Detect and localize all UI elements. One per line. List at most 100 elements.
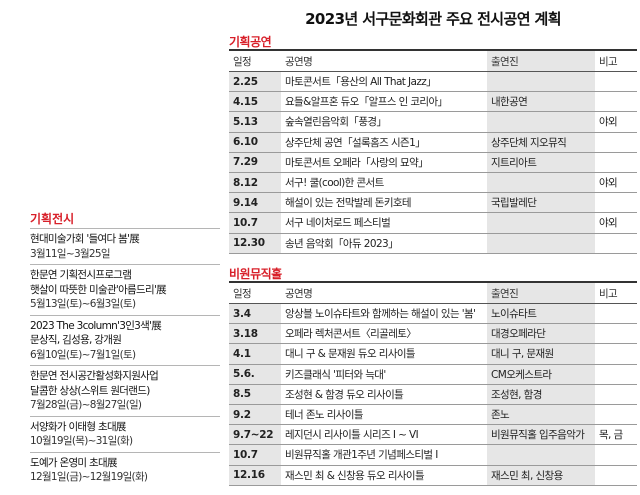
- row-note: [595, 323, 637, 345]
- page-title: 2023년 서구문화회관 주요 전시공연 계획: [305, 10, 561, 28]
- row-note: [595, 152, 637, 173]
- row-title: 숲속열린음악회「풍경」: [281, 111, 487, 133]
- exhibition-title-line: 도예가 온영미 초대展: [30, 456, 117, 469]
- virwon-header-row: 일정 공연명 출연진 비고: [229, 283, 637, 304]
- row-date: 10.7: [229, 444, 281, 466]
- exhibition-title-line: 햇살이 따뜻한 미술관'아름드리'展: [30, 283, 167, 296]
- row-performer: [487, 212, 595, 234]
- exhibition-dates: 3월11일~3월25일: [30, 247, 111, 260]
- row-date: 2.25: [229, 71, 281, 93]
- exhibition-item: 현대미술가회 '들여다 봄'展 3월11일~3월25일: [30, 228, 220, 264]
- row-note: [595, 91, 637, 113]
- row-note: [595, 364, 637, 385]
- header-performer: 출연진: [487, 51, 595, 72]
- row-title: 레지던시 리사이틀 시리즈 Ⅰ ~ Ⅵ: [281, 424, 487, 446]
- row-performer: 상주단체 지오뮤직: [487, 132, 595, 153]
- row-performer: 재스민 최, 신창용: [487, 465, 595, 486]
- row-date: 9.14: [229, 192, 281, 214]
- row-note: [595, 465, 637, 486]
- header-name: 공연명: [281, 283, 487, 304]
- row-title: 서구! 쿨(cool)한 콘서트: [281, 172, 487, 194]
- row-title: 상주단체 공연「설록홈즈 시즌1」: [281, 132, 487, 153]
- exhibition-dates: 10월19일(목)~31일(화): [30, 435, 133, 447]
- virwon-table: 일정 공연명 출연진 비고 3.4 앙상블 노이슈타트와 함께하는 해설이 있는 …: [229, 283, 637, 486]
- row-date: 12.30: [229, 233, 281, 254]
- exhibitions-title: 기획전시: [30, 212, 75, 226]
- table-row: 9.2 테너 존노 리사이틀 존노: [229, 404, 637, 426]
- row-performer: [487, 233, 595, 254]
- table-row: 5.13 숲속열린음악회「풍경」 야외: [229, 111, 637, 133]
- row-title: 송년 음악회「아듀 2023」: [281, 233, 487, 254]
- row-note: 목, 금: [595, 424, 637, 446]
- table-row: 8.5 조성현 & 함경 듀오 리사이틀 조성현, 함경: [229, 384, 637, 405]
- header-note: 비고: [595, 283, 637, 304]
- row-note: [595, 71, 637, 93]
- row-performer: 노이슈타트: [487, 303, 595, 325]
- row-title: 마토콘서트「용산의 All That Jazz」: [281, 71, 487, 93]
- row-date: 7.29: [229, 152, 281, 173]
- row-date: 4.1: [229, 343, 281, 365]
- row-date: 6.10: [229, 132, 281, 153]
- row-date: 12.16: [229, 465, 281, 486]
- row-performer: 지트리아트: [487, 152, 595, 173]
- row-date: 8.12: [229, 172, 281, 194]
- row-note: [595, 192, 637, 214]
- table-row: 4.15 요들&알프혼 듀오「알프스 인 코리아」 내한공연: [229, 91, 637, 113]
- row-date: 4.15: [229, 91, 281, 113]
- table-row: 6.10 상주단체 공연「설록홈즈 시즌1」 상주단체 지오뮤직: [229, 132, 637, 153]
- table-row: 12.30 송년 음악회「아듀 2023」: [229, 233, 637, 254]
- header-name: 공연명: [281, 51, 487, 72]
- row-performer: 대경오페라단: [487, 323, 595, 345]
- row-performer: 비원뮤직홀 입주음악가: [487, 424, 595, 446]
- row-note: [595, 404, 637, 426]
- table-row: 4.1 대니 구 & 문재원 듀오 리사이틀 대니 구, 문재원: [229, 343, 637, 365]
- table-row: 9.14 해설이 있는 전막발레 돈키호테 국립발레단: [229, 192, 637, 214]
- header-date: 일정: [229, 283, 281, 304]
- table-row: 2.25 마토콘서트「용산의 All That Jazz」: [229, 71, 637, 93]
- row-performer: 존노: [487, 404, 595, 426]
- planned-top-rule: [229, 49, 637, 51]
- row-note: [595, 132, 637, 153]
- row-note: 야외: [595, 172, 637, 194]
- row-title: 앙상블 노이슈타트와 함께하는 해설이 있는 '봄': [281, 303, 487, 325]
- row-performer: 내한공연: [487, 91, 595, 113]
- table-row: 5.6. 키즈클래식 '피터와 늑대' CM오케스트라: [229, 364, 637, 385]
- row-date: 3.18: [229, 323, 281, 345]
- table-row: 9.7~22 레지던시 리사이틀 시리즈 Ⅰ ~ Ⅵ 비원뮤직홀 입주음악가 목, 금: [229, 424, 637, 446]
- row-title: 대니 구 & 문재원 듀오 리사이틀: [281, 343, 487, 365]
- row-performer: [487, 172, 595, 194]
- row-title: 해설이 있는 전막발레 돈키호테: [281, 192, 487, 214]
- row-performer: [487, 111, 595, 133]
- table-row: 3.18 오페라 렉처콘서트〈리골레토〉 대경오페라단: [229, 323, 637, 345]
- exhibition-dates: 12월1일(금)~12월19일(화): [30, 471, 148, 483]
- virwon-top-rule: [229, 281, 637, 283]
- row-title: 요들&알프혼 듀오「알프스 인 코리아」: [281, 91, 487, 113]
- exhibition-title-line: 한문연 전시공간활성화지원사업: [30, 370, 159, 382]
- row-title: 오페라 렉처콘서트〈리골레토〉: [281, 323, 487, 345]
- exhibition-title-line: 한문연 기획전시프로그램: [30, 269, 132, 281]
- exhibition-dates: 7월28일(금)~8월27일(일): [30, 399, 142, 411]
- virwon-section-title: 비원뮤직홀: [229, 267, 282, 281]
- row-performer: 대니 구, 문재원: [487, 343, 595, 365]
- row-performer: [487, 71, 595, 93]
- table-row: 8.12 서구! 쿨(cool)한 콘서트 야외: [229, 172, 637, 194]
- row-performer: CM오케스트라: [487, 364, 595, 385]
- exhibition-item: 서양화가 이태형 초대展 10월19일(목)~31일(화): [30, 415, 220, 452]
- exhibition-title-line: 현대미술가회 '들여다 봄'展: [30, 233, 140, 245]
- row-title: 비원뮤직홀 개관1주년 기념페스티벌 Ⅰ: [281, 444, 487, 466]
- row-date: 10.7: [229, 212, 281, 234]
- row-title: 키즈클래식 '피터와 늑대': [281, 364, 487, 385]
- planned-table: 일정 공연명 출연진 비고 2.25 마토콘서트「용산의 All That Jaz…: [229, 51, 637, 254]
- header-performer: 출연진: [487, 283, 595, 304]
- row-date: 9.2: [229, 404, 281, 426]
- table-row: 3.4 앙상블 노이슈타트와 함께하는 해설이 있는 '봄' 노이슈타트: [229, 303, 637, 325]
- row-note: [595, 303, 637, 325]
- row-date: 8.5: [229, 384, 281, 405]
- exhibition-item: 도예가 온영미 초대展 12월1일(금)~12월19일(화): [30, 451, 220, 488]
- exhibition-title-line: 달콤한 상상(스위트 원더랜드): [30, 384, 150, 397]
- table-row: 7.29 마토콘서트 오페라「사랑의 묘약」 지트리아트: [229, 152, 637, 173]
- exhibition-item: 한문연 기획전시프로그램 햇살이 따뜻한 미술관'아름드리'展 5월13일(토)~6…: [30, 264, 220, 315]
- row-note: [595, 343, 637, 365]
